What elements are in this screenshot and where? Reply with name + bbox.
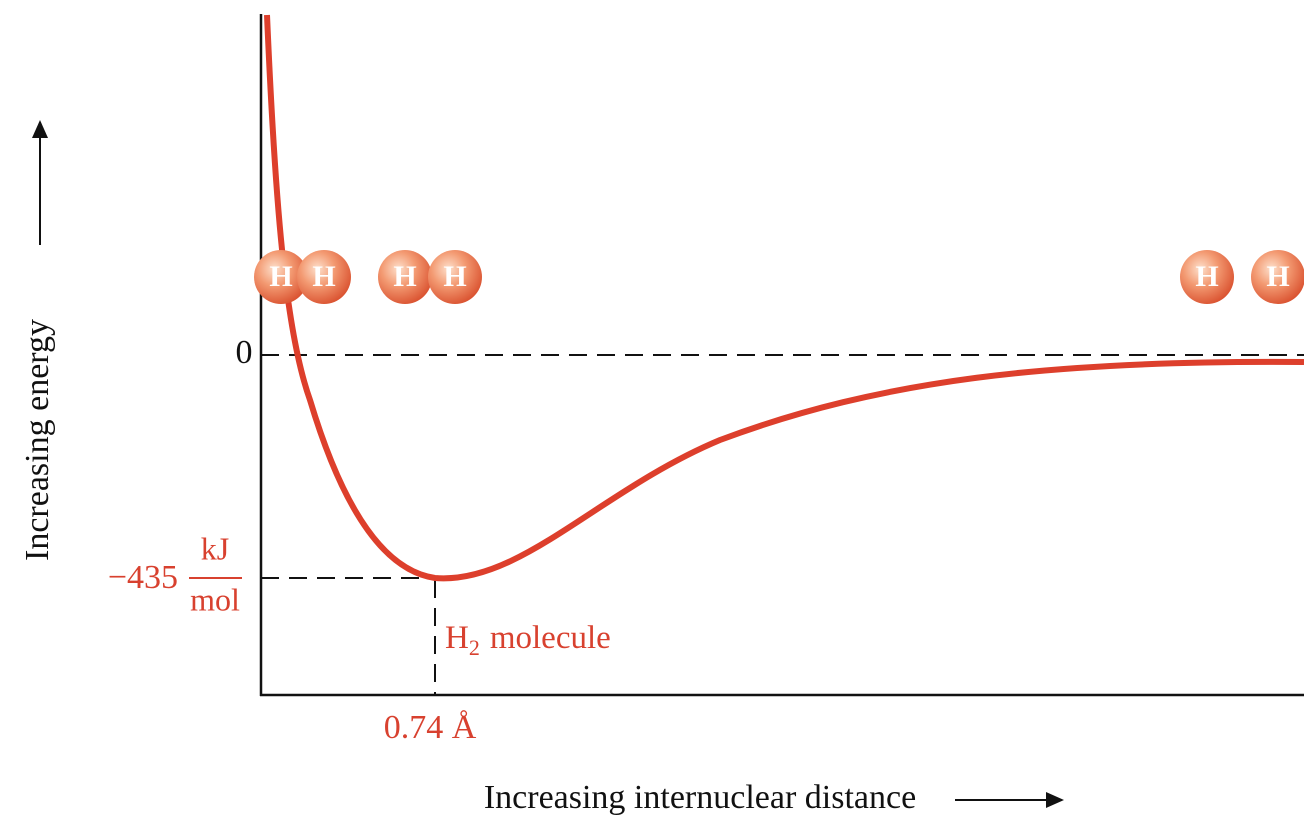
atom-label: H [269,260,292,293]
energy-curve [264,14,1304,582]
molecule-base: H [445,620,469,656]
atom-label: H [443,260,466,293]
atom [428,250,482,304]
unit-numerator: kJ [201,530,229,566]
unit-denominator: mol [190,581,240,617]
atom-label: H [1266,260,1289,293]
zero-label: 0 [236,334,253,371]
distance-value: 0.74 Å [384,709,477,746]
atom-label: H [312,260,335,293]
molecule-label: H2 molecule [445,620,611,660]
molecule-subscript: 2 [469,635,480,660]
y-axis-label: Increasing energy [19,319,56,561]
x-axis-label: Increasing internuclear distance [484,779,916,816]
atom [254,250,308,304]
molecule-text: molecule [490,620,611,656]
atom [1180,250,1234,304]
atom-label: H [393,260,416,293]
energy-value: −435 [108,559,178,596]
atom [378,250,432,304]
atom [1251,250,1304,304]
atom-label: H [1195,260,1218,293]
atom [297,250,351,304]
